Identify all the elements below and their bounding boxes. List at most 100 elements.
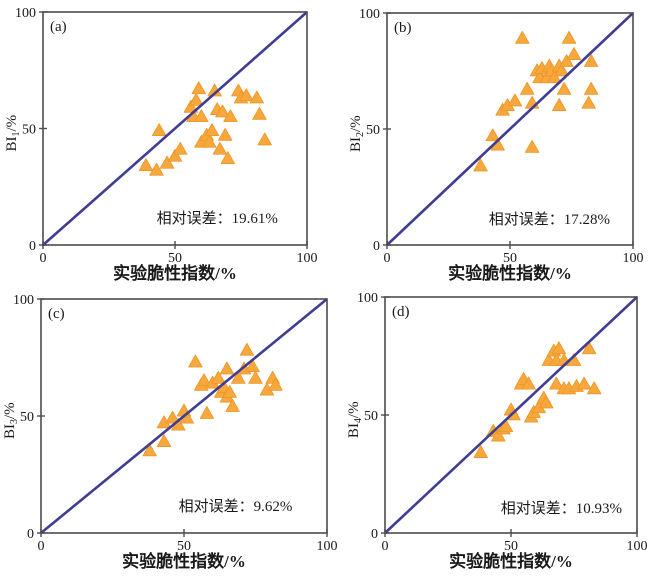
y-tick-label: 50 bbox=[366, 123, 380, 138]
data-point-triangle bbox=[188, 354, 203, 368]
data-point-triangle bbox=[583, 54, 599, 67]
data-point-triangle bbox=[159, 155, 175, 169]
data-point-triangle bbox=[559, 54, 574, 67]
data-point-triangle bbox=[239, 342, 255, 356]
data-point-triangle bbox=[239, 88, 254, 102]
panel-a: 0 50 100 0 50 100 (a) BI1/% 实验脆性指数/% 相对误差：19.61% bbox=[0, 0, 325, 290]
data-point-triangle bbox=[521, 376, 536, 390]
data-point-triangle bbox=[196, 373, 212, 387]
x-tick-label: 0 bbox=[384, 251, 391, 266]
data-point-triangle bbox=[183, 99, 199, 113]
data-point-triangle bbox=[539, 395, 554, 409]
data-point-triangle bbox=[211, 370, 226, 384]
data-point-triangle bbox=[217, 127, 233, 141]
x-tick-label: 100 bbox=[317, 539, 338, 554]
y-tick-label: 100 bbox=[15, 6, 36, 21]
x-tick-label: 50 bbox=[504, 539, 518, 554]
data-point-triangle bbox=[556, 81, 572, 95]
data-point-triangle bbox=[551, 341, 567, 355]
data-point-triangle bbox=[581, 95, 596, 109]
data-point-triangle bbox=[142, 443, 157, 457]
y-axis-title: BI3/% bbox=[2, 402, 20, 439]
y-tick-label: 50 bbox=[20, 410, 34, 425]
panel-letter: (a) bbox=[50, 19, 67, 35]
data-point-triangle bbox=[554, 63, 569, 77]
data-point-triangle bbox=[485, 128, 500, 142]
data-point-triangle bbox=[199, 406, 215, 419]
relative-error-annotation: 相对误差：17.28% bbox=[489, 211, 610, 228]
panel-b: 0 50 100 0 50 100 (b) BI2/% 实验脆性指数/% 相对误差：17.28% bbox=[325, 0, 650, 290]
data-point-triangle bbox=[138, 158, 154, 171]
data-point-triangle bbox=[215, 104, 230, 118]
data-point-triangle bbox=[561, 30, 577, 44]
x-axis-title: 实验脆性指数/% bbox=[449, 551, 573, 571]
x-tick-label: 50 bbox=[168, 251, 182, 266]
y-tick-label: 50 bbox=[22, 123, 36, 138]
data-point-triangle bbox=[219, 361, 235, 375]
data-point-triangle bbox=[248, 370, 263, 384]
y-tick-label: 0 bbox=[373, 239, 380, 254]
panel-c-chart: 0 50 100 0 50 100 (c) BI3/% 实验脆性指数/% 相对误差：9.62% bbox=[2, 293, 338, 571]
panel-letter: (c) bbox=[48, 306, 65, 322]
data-point-triangle bbox=[257, 132, 272, 146]
y-tick-label: 50 bbox=[364, 409, 378, 424]
data-point-triangle bbox=[194, 109, 209, 123]
x-tick-label: 0 bbox=[40, 251, 47, 266]
data-point-triangle bbox=[252, 106, 267, 120]
x-tick-label: 50 bbox=[177, 539, 191, 554]
panel-letter: (d) bbox=[392, 304, 410, 320]
data-point-triangle bbox=[581, 341, 597, 355]
data-point-triangle bbox=[165, 410, 180, 424]
data-point-triangle bbox=[576, 376, 592, 390]
x-tick-label: 0 bbox=[382, 539, 389, 554]
data-point-triangle bbox=[268, 377, 283, 391]
data-point-triangle bbox=[552, 98, 567, 111]
data-point-triangle bbox=[188, 92, 204, 106]
y-axis-title: BI4/% bbox=[346, 401, 364, 438]
data-point-triangle bbox=[202, 134, 217, 148]
x-tick-label: 50 bbox=[503, 251, 517, 266]
data-point-triangle bbox=[212, 141, 228, 155]
panel-letter: (b) bbox=[394, 20, 412, 36]
data-point-triangle bbox=[149, 162, 164, 176]
data-point-triangle bbox=[220, 151, 235, 164]
y-axis-title: BI1/% bbox=[4, 115, 22, 152]
reference-line bbox=[384, 296, 638, 534]
y-axis-title: BI2/% bbox=[348, 115, 366, 152]
data-point-triangle bbox=[515, 30, 530, 44]
x-axis-title: 实验脆性指数/% bbox=[113, 263, 237, 283]
relative-error-annotation: 相对误差：10.93% bbox=[501, 500, 622, 517]
reference-line bbox=[40, 297, 328, 535]
data-point-triangle bbox=[547, 70, 562, 84]
data-point-triangle bbox=[156, 434, 172, 447]
x-axis-title: 实验脆性指数/% bbox=[448, 263, 572, 283]
data-point-triangle bbox=[222, 385, 237, 398]
x-tick-label: 0 bbox=[38, 539, 45, 554]
y-tick-label: 0 bbox=[29, 239, 36, 254]
x-axis-title: 实验脆性指数/% bbox=[122, 551, 246, 571]
data-point-triangle bbox=[167, 148, 183, 162]
data-point-triangle bbox=[498, 419, 514, 432]
panel-a-chart: 0 50 100 0 50 100 (a) BI1/% 实验脆性指数/% 相对误差：19.61% bbox=[4, 6, 318, 283]
reference-line bbox=[386, 12, 634, 246]
y-tick-label: 100 bbox=[13, 293, 34, 308]
data-point-triangle bbox=[586, 381, 602, 395]
data-point-triangle bbox=[473, 158, 488, 172]
data-point-triangle bbox=[507, 93, 523, 107]
y-tick-label: 100 bbox=[357, 291, 378, 306]
relative-error-annotation: 相对误差：19.61% bbox=[157, 210, 278, 227]
data-point-triangle bbox=[204, 123, 220, 137]
data-point-triangle bbox=[473, 445, 488, 458]
data-point-triangle bbox=[583, 81, 599, 95]
x-tick-label: 100 bbox=[297, 251, 318, 266]
panel-c: 0 50 100 0 50 100 (c) BI3/% 实验脆性指数/% 相对误差：9.62% bbox=[0, 290, 338, 580]
relative-error-annotation: 相对误差：9.62% bbox=[179, 498, 293, 515]
data-point-triangle bbox=[231, 370, 246, 384]
x-tick-label: 100 bbox=[623, 251, 644, 266]
data-point-triangle bbox=[223, 109, 238, 123]
y-tick-label: 0 bbox=[27, 527, 34, 542]
panel-b-chart: 0 50 100 0 50 100 (b) BI2/% 实验脆性指数/% 相对误差：17.28% bbox=[348, 7, 644, 283]
panel-d: 0 50 100 0 50 100 (d) BI4/% 实验脆性指数/% 相对误差：10.93% bbox=[325, 290, 650, 580]
data-point-triangle bbox=[524, 139, 540, 153]
